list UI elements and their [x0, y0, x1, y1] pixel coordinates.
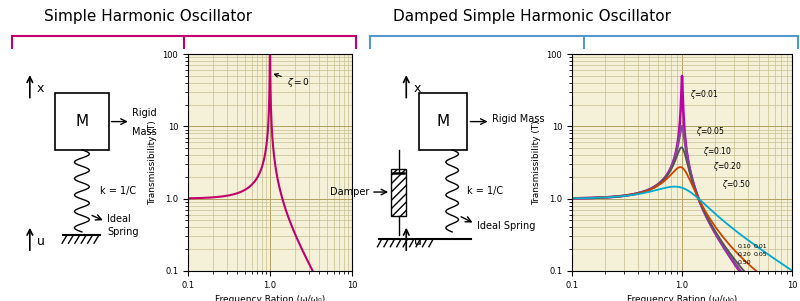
ζ=0.20 — [783, 276, 793, 280]
Text: Mass: Mass — [132, 127, 157, 137]
Text: $\zeta$=0.20: $\zeta$=0.20 — [713, 160, 742, 173]
ζ=0.20 — [760, 276, 770, 280]
ζ=0.10 — [677, 146, 686, 149]
ζ=0.01 — [759, 276, 769, 280]
ζ=0.10 — [592, 196, 602, 200]
Text: u: u — [414, 235, 422, 248]
ζ=0.01 — [592, 196, 602, 200]
Y-axis label: Transmissibility (T): Transmissibility (T) — [532, 120, 541, 205]
Text: $\zeta$=0.10: $\zeta$=0.10 — [703, 145, 732, 158]
Text: Damper: Damper — [330, 187, 370, 197]
Y-axis label: Transmissibility (T): Transmissibility (T) — [148, 120, 157, 205]
Text: 0.50: 0.50 — [738, 260, 751, 265]
ζ=0.20 — [759, 276, 769, 279]
Bar — [391, 169, 406, 216]
Line: ζ=0.05: ζ=0.05 — [572, 126, 792, 278]
ζ=0.01 — [787, 276, 797, 280]
ζ=0.20 — [787, 276, 797, 280]
ζ=0.50 — [592, 196, 602, 200]
ζ=0.20 — [651, 185, 661, 188]
Text: Rigid: Rigid — [132, 108, 157, 118]
Text: x: x — [414, 82, 422, 95]
Line: ζ=0.10: ζ=0.10 — [572, 147, 792, 278]
ζ=0.10 — [606, 195, 615, 199]
ζ=0.01 — [661, 175, 670, 178]
Text: x: x — [37, 82, 44, 95]
Text: M: M — [437, 114, 450, 129]
Text: Ideal Spring: Ideal Spring — [477, 221, 535, 231]
ζ=0.50 — [651, 188, 661, 192]
ζ=0.05 — [606, 195, 615, 199]
Text: 0.01: 0.01 — [754, 244, 767, 250]
ζ=0.50 — [670, 185, 679, 188]
Text: k = 1/C: k = 1/C — [101, 186, 137, 196]
ζ=0.01 — [677, 74, 686, 78]
ζ=0.50 — [759, 250, 769, 253]
ζ=0.01 — [567, 197, 577, 200]
Line: ζ=0.20: ζ=0.20 — [572, 167, 792, 278]
ζ=0.50 — [787, 269, 797, 272]
ζ=0.50 — [606, 195, 615, 199]
ζ=0.20 — [567, 197, 577, 200]
ζ=0.10 — [746, 276, 755, 280]
ζ=0.01 — [651, 184, 661, 187]
Text: 0.05: 0.05 — [754, 252, 767, 257]
Text: $\zeta = 0$: $\zeta = 0$ — [274, 74, 310, 88]
Text: $\zeta$=0.01: $\zeta$=0.01 — [690, 88, 718, 101]
ζ=0.20 — [606, 195, 615, 199]
ζ=0.05 — [677, 124, 686, 128]
ζ=0.05 — [592, 196, 602, 200]
X-axis label: Frequency Ration (ω/ω₀): Frequency Ration (ω/ω₀) — [627, 295, 737, 301]
ζ=0.01 — [606, 195, 615, 199]
Text: $\zeta$=0.05: $\zeta$=0.05 — [696, 125, 726, 138]
Text: $\zeta$=0.50: $\zeta$=0.50 — [722, 178, 751, 191]
Text: Rigid Mass: Rigid Mass — [492, 114, 545, 124]
ζ=0.05 — [787, 276, 797, 280]
ζ=0.20 — [592, 196, 602, 200]
Text: 0.10: 0.10 — [738, 244, 751, 250]
X-axis label: Frequency Ration (ω/ω₀): Frequency Ration (ω/ω₀) — [215, 295, 325, 301]
ζ=0.10 — [783, 276, 793, 280]
ζ=0.20 — [675, 165, 685, 169]
ζ=0.10 — [661, 175, 670, 179]
ζ=0.05 — [783, 276, 793, 280]
Text: 0.20: 0.20 — [738, 252, 751, 257]
Bar — [418, 93, 467, 150]
Text: M: M — [75, 114, 89, 129]
ζ=0.50 — [783, 266, 793, 269]
Text: Ideal: Ideal — [107, 214, 131, 224]
ζ=0.01 — [783, 276, 793, 280]
Text: u: u — [37, 235, 45, 248]
Text: Damped Simple Harmonic Oscillator: Damped Simple Harmonic Oscillator — [393, 9, 671, 24]
ζ=0.10 — [787, 276, 797, 280]
ζ=0.05 — [759, 276, 769, 280]
ζ=0.10 — [651, 184, 661, 188]
Text: k = 1/C: k = 1/C — [467, 186, 504, 196]
ζ=0.10 — [567, 197, 577, 200]
ζ=0.10 — [759, 276, 769, 280]
ζ=0.05 — [741, 276, 750, 280]
ζ=0.50 — [567, 197, 577, 200]
Text: Simple Harmonic Oscillator: Simple Harmonic Oscillator — [44, 9, 252, 24]
ζ=0.01 — [739, 276, 749, 280]
ζ=0.05 — [661, 175, 670, 178]
Bar — [391, 169, 406, 216]
Line: ζ=0.01: ζ=0.01 — [572, 76, 792, 278]
Line: ζ=0.50: ζ=0.50 — [572, 187, 792, 271]
ζ=0.05 — [567, 197, 577, 200]
ζ=0.20 — [661, 178, 670, 182]
ζ=0.50 — [661, 186, 670, 190]
Text: Spring: Spring — [107, 227, 138, 237]
Bar — [55, 93, 109, 150]
ζ=0.05 — [651, 184, 661, 188]
